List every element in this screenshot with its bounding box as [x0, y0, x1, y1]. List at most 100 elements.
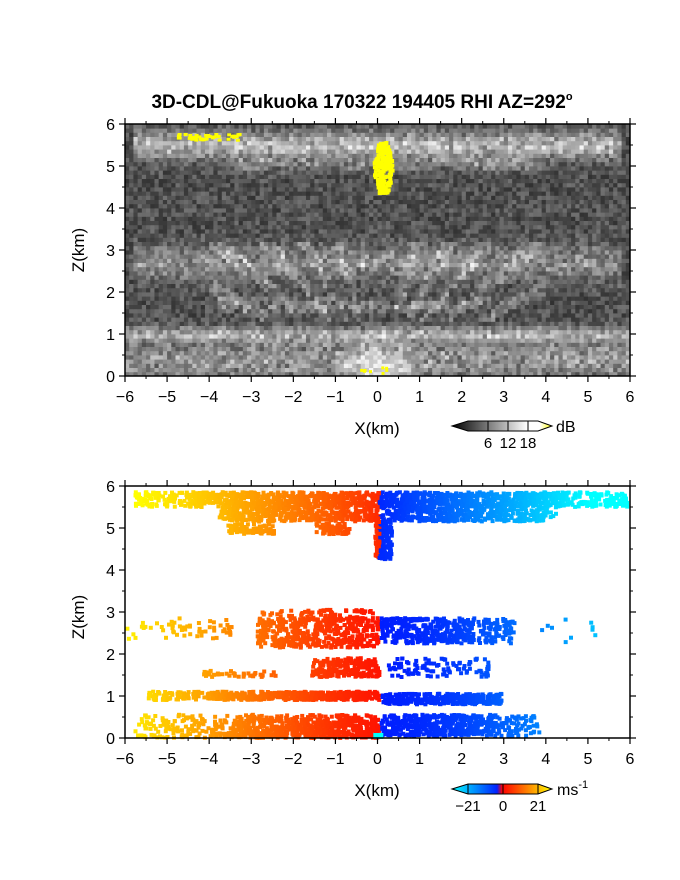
backscatter-cell	[369, 216, 374, 221]
backscatter-cell	[125, 359, 130, 364]
backscatter-cell	[625, 350, 631, 356]
backscatter-cell	[608, 363, 614, 368]
backscatter-cell	[251, 229, 256, 234]
backscatter-cell	[352, 216, 357, 221]
backscatter-cell	[129, 254, 134, 259]
backscatter-cell	[415, 359, 420, 364]
backscatter-cell	[280, 283, 286, 289]
backscatter-cell	[423, 308, 429, 314]
backscatter-cell	[482, 212, 488, 217]
backscatter-cell	[491, 212, 496, 217]
backscatter-cell	[566, 275, 572, 280]
backscatter-cell	[322, 250, 328, 255]
backscatter-cell	[242, 279, 248, 284]
backscatter-cell	[587, 254, 593, 259]
backscatter-cell	[465, 334, 471, 339]
backscatter-cell	[339, 254, 345, 259]
backscatter-cell	[529, 346, 534, 352]
backscatter-cell	[545, 308, 551, 314]
backscatter-cell	[196, 342, 202, 347]
backscatter-cell	[242, 363, 248, 368]
backscatter-cell	[196, 258, 202, 263]
backscatter-cell	[213, 346, 218, 352]
backscatter-cell	[348, 355, 353, 360]
backscatter-cell	[529, 275, 534, 280]
backscatter-cell	[541, 220, 547, 226]
backscatter-cell	[625, 300, 631, 305]
backscatter-cell	[482, 317, 488, 322]
backscatter-cell	[230, 199, 235, 205]
backscatter-cell	[604, 359, 610, 364]
backscatter-cell	[507, 304, 513, 310]
backscatter-cell	[226, 258, 231, 263]
backscatter-cell	[141, 199, 147, 205]
backscatter-cell	[179, 338, 185, 343]
backscatter-cell	[200, 229, 206, 234]
backscatter-cell	[457, 317, 463, 322]
backscatter-cell	[604, 237, 610, 242]
backscatter-cell	[356, 258, 362, 263]
backscatter-cell	[280, 334, 286, 339]
backscatter-cell	[150, 250, 155, 255]
backscatter-cell	[461, 296, 467, 301]
backscatter-cell	[242, 321, 248, 326]
backscatter-cell	[470, 262, 475, 268]
backscatter-cell	[188, 212, 193, 217]
backscatter-cell	[204, 208, 210, 213]
backscatter-cell	[331, 275, 336, 280]
backscatter-cell	[310, 233, 315, 238]
backscatter-cell	[137, 266, 143, 272]
backscatter-cell	[512, 275, 517, 280]
backscatter-cell	[263, 229, 269, 234]
backscatter-cell	[154, 325, 160, 331]
backscatter-cell	[255, 355, 261, 360]
backscatter-cell	[474, 346, 479, 352]
backscatter-cell	[255, 359, 261, 364]
backscatter-cell	[554, 334, 559, 339]
backscatter-cell	[331, 317, 336, 322]
backscatter-cell	[293, 292, 298, 297]
backscatter-cell	[444, 208, 450, 213]
backscatter-cell	[507, 334, 513, 339]
backscatter-cell	[385, 208, 391, 213]
backscatter-cell	[398, 216, 404, 221]
backscatter-cell	[562, 342, 568, 347]
backscatter-cell	[419, 346, 425, 352]
backscatter-cell	[512, 338, 517, 343]
backscatter-cell	[230, 216, 235, 221]
backscatter-cell	[238, 346, 244, 352]
backscatter-cell	[217, 283, 223, 289]
backscatter-cell	[200, 321, 206, 326]
backscatter-cell	[512, 359, 517, 364]
backscatter-cell	[394, 279, 399, 284]
backscatter-cell	[276, 203, 282, 209]
backscatter-cell	[150, 237, 155, 242]
backscatter-cell	[550, 317, 555, 322]
backscatter-cell	[230, 245, 235, 251]
backscatter-cell	[398, 250, 404, 255]
backscatter-cell	[596, 279, 601, 284]
backscatter-cell	[327, 271, 332, 276]
backscatter-cell	[554, 212, 559, 217]
backscatter-cell	[293, 346, 298, 352]
backscatter-cell	[377, 334, 383, 339]
backscatter-cell	[625, 338, 631, 343]
backscatter-cell	[200, 212, 206, 217]
backscatter-cell	[272, 271, 277, 276]
backscatter-cell	[318, 325, 324, 331]
backscatter-cell	[175, 334, 181, 339]
backscatter-cell	[491, 355, 496, 360]
backscatter-cell	[327, 371, 332, 377]
backscatter-cell	[533, 250, 538, 255]
backscatter-cell	[280, 296, 286, 301]
backscatter-cell	[545, 371, 551, 377]
backscatter-cell	[621, 367, 627, 373]
backscatter-cell	[478, 271, 484, 276]
backscatter-cell	[133, 346, 139, 352]
backscatter-cell	[162, 254, 168, 259]
backscatter-cell	[486, 287, 492, 293]
backscatter-cell	[150, 216, 155, 221]
backscatter-cell	[411, 262, 416, 268]
backscatter-cell	[150, 346, 155, 352]
backscatter-cell	[562, 334, 568, 339]
